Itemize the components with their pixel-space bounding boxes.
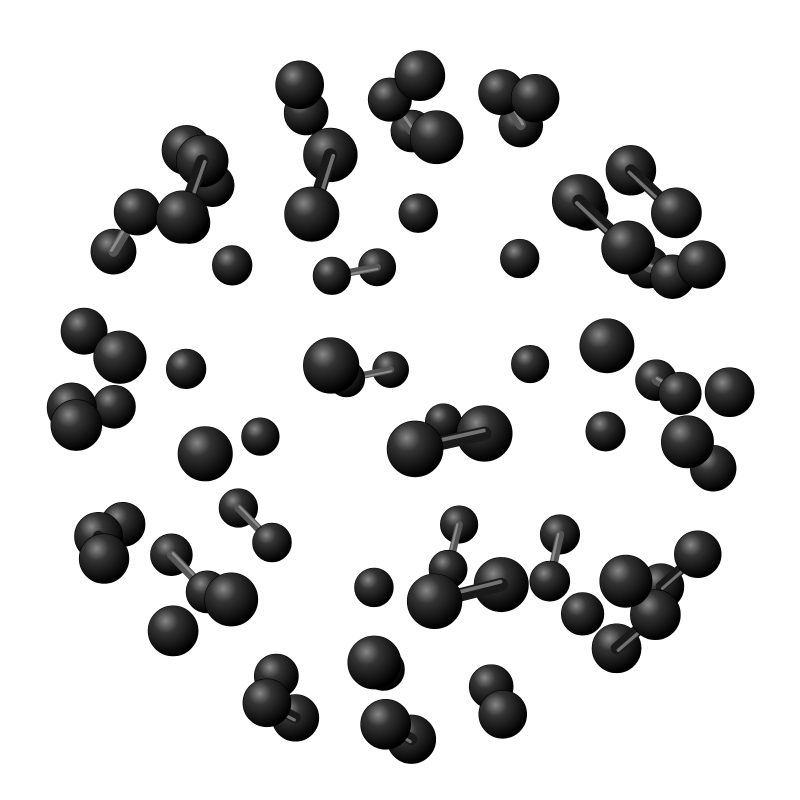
fullerene-diagram [0, 0, 800, 800]
atom [407, 574, 462, 629]
atom [410, 111, 463, 164]
atom [156, 191, 209, 244]
atom [661, 416, 713, 468]
atom [600, 555, 652, 607]
atom [561, 593, 604, 636]
atom [530, 561, 570, 601]
atom [243, 679, 291, 727]
atom [276, 61, 324, 109]
atom [303, 338, 359, 394]
atom [586, 412, 625, 451]
atom [348, 636, 401, 689]
atom [51, 400, 102, 451]
atom [651, 188, 701, 238]
atom [313, 257, 351, 295]
atom [79, 534, 129, 584]
atom [178, 427, 232, 481]
atom [395, 51, 445, 101]
atom [285, 187, 339, 241]
atom [674, 531, 721, 578]
atom [705, 368, 754, 417]
atom [253, 523, 292, 562]
atom [205, 573, 258, 626]
atom [114, 189, 160, 235]
atom [94, 331, 147, 384]
atom [361, 699, 411, 749]
atom [580, 319, 634, 373]
atom [500, 239, 539, 278]
atom [659, 372, 702, 415]
atom [242, 418, 280, 456]
atom [511, 345, 549, 383]
atom [399, 194, 438, 233]
atom [678, 241, 726, 289]
atom [387, 421, 443, 477]
atom [166, 349, 206, 389]
atom [354, 568, 393, 607]
atom [479, 690, 527, 738]
atom [602, 221, 655, 274]
atom [148, 606, 198, 656]
atom [212, 246, 252, 286]
atom [511, 74, 559, 122]
